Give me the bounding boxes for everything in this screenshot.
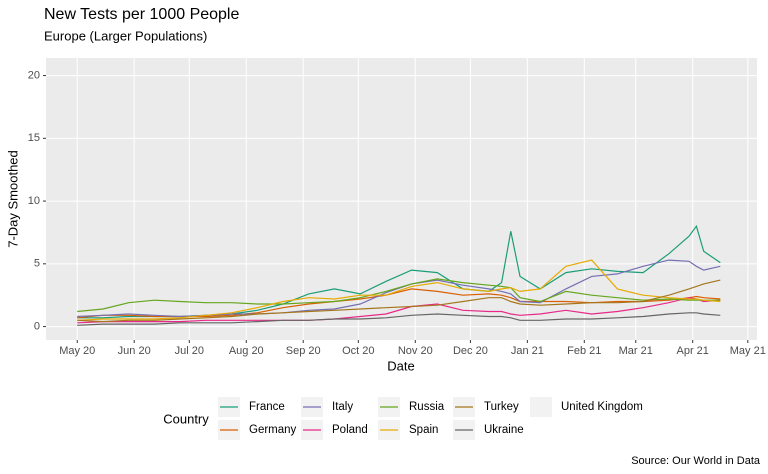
legend-key — [530, 397, 552, 417]
series-line — [77, 279, 721, 323]
x-tick-label: Oct 20 — [342, 345, 374, 357]
legend-label: Italy — [332, 401, 353, 413]
legend-label: Russia — [409, 401, 445, 413]
legend-label: Spain — [409, 424, 438, 436]
y-tick-label: 20 — [28, 69, 40, 81]
y-tick-label: 15 — [28, 132, 40, 144]
series-line — [77, 297, 721, 324]
series-line — [77, 288, 721, 319]
legend-label: Germany — [249, 424, 297, 436]
x-tick-label: Jan 21 — [511, 345, 544, 357]
series-line — [77, 259, 721, 321]
chart-subtitle: Europe (Larger Populations) — [44, 28, 207, 43]
series-line — [77, 312, 721, 326]
legend-label: Poland — [332, 424, 368, 436]
panel — [46, 58, 757, 340]
y-tick-label: 0 — [34, 320, 40, 332]
x-tick-label: Mar 21 — [619, 345, 653, 357]
x-tick-label: Aug 20 — [229, 345, 264, 357]
legend-label: Turkey — [484, 401, 519, 413]
x-tick-label: Feb 21 — [567, 345, 601, 357]
x-tick-label: Jul 20 — [175, 345, 204, 357]
x-tick-label: Nov 20 — [398, 345, 433, 357]
x-tick-label: Dec 20 — [453, 345, 488, 357]
x-tick-label: Apr 21 — [676, 345, 708, 357]
x-tick-label: Sep 20 — [286, 345, 321, 357]
x-tick-label: May 20 — [59, 345, 95, 357]
chart-title: New Tests per 1000 People — [44, 6, 239, 23]
y-axis-title: 7-Day Smoothed — [5, 150, 20, 248]
legend-label: United Kingdom — [561, 401, 643, 413]
x-tick-label: May 21 — [730, 345, 766, 357]
x-axis-title: Date — [387, 358, 414, 373]
legend-title: Country — [163, 411, 209, 426]
x-tick-label: Jun 20 — [118, 345, 151, 357]
legend-label: France — [249, 401, 285, 413]
caption: Source: Our World in Data — [631, 455, 761, 467]
y-tick-label: 5 — [34, 258, 40, 270]
y-tick-label: 10 — [28, 195, 40, 207]
legend-label: Ukraine — [484, 424, 524, 436]
